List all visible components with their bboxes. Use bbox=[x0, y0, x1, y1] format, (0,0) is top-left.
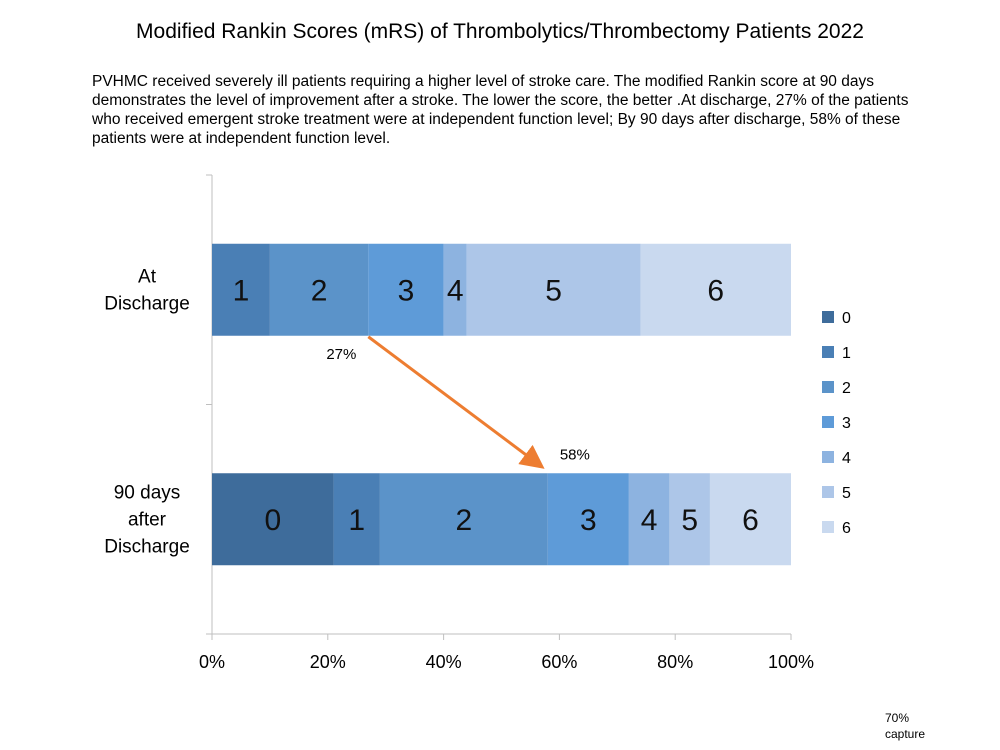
footnote: 70% capture bbox=[885, 710, 925, 742]
bar-segment bbox=[466, 243, 641, 336]
bar-segment bbox=[443, 243, 467, 336]
legend-label: 2 bbox=[842, 380, 851, 397]
bar-segment-label: 1 bbox=[233, 274, 250, 307]
bar-segment bbox=[669, 473, 710, 566]
legend-swatch bbox=[822, 521, 834, 533]
bar-segment-label: 4 bbox=[641, 504, 658, 537]
x-tick-label: 20% bbox=[310, 652, 346, 672]
x-tick-label: 60% bbox=[541, 652, 577, 672]
bar-segment bbox=[269, 243, 369, 336]
legend-label: 0 bbox=[842, 310, 851, 327]
bar-segment bbox=[333, 473, 380, 566]
category-label: At Discharge bbox=[104, 266, 190, 314]
bar-segment-label: 3 bbox=[398, 274, 415, 307]
legend-label: 5 bbox=[842, 485, 851, 502]
bar-segment bbox=[709, 473, 791, 566]
bar-segment-label: 2 bbox=[456, 504, 473, 537]
legend-swatch bbox=[822, 451, 834, 463]
bar-segment-label: 6 bbox=[707, 274, 724, 307]
chart-description: PVHMC received severely ill patients req… bbox=[92, 73, 909, 147]
category-label: 90 days after Discharge bbox=[104, 482, 190, 557]
legend-swatch bbox=[822, 381, 834, 393]
bar-segment bbox=[212, 243, 270, 336]
bar-segment bbox=[547, 473, 629, 566]
bar-segment-label: 0 bbox=[264, 504, 281, 537]
x-tick-label: 100% bbox=[768, 652, 814, 672]
x-tick-label: 0% bbox=[199, 652, 225, 672]
legend-label: 4 bbox=[842, 450, 851, 467]
bar-segment-label: 3 bbox=[580, 504, 597, 537]
bar-segment-label: 5 bbox=[545, 274, 562, 307]
x-tick-label: 40% bbox=[426, 652, 462, 672]
legend-swatch bbox=[822, 346, 834, 358]
annotation-arrow bbox=[367, 335, 545, 469]
legend-label: 6 bbox=[842, 520, 851, 537]
bar-segment bbox=[640, 243, 791, 336]
bar-segment-label: 1 bbox=[348, 504, 365, 537]
bar-segment bbox=[368, 243, 444, 336]
legend-label: 3 bbox=[842, 415, 851, 432]
annotation-label: 27% bbox=[326, 346, 356, 363]
legend-swatch bbox=[822, 416, 834, 428]
x-tick-label: 80% bbox=[657, 652, 693, 672]
legend-swatch bbox=[822, 311, 834, 323]
legend-label: 1 bbox=[842, 345, 851, 362]
bar-segment-label: 6 bbox=[742, 504, 759, 537]
bar-segment bbox=[379, 473, 548, 566]
footnote-line-1: 70% bbox=[885, 711, 910, 725]
chart-title: Modified Rankin Scores (mRS) of Thrombol… bbox=[136, 20, 864, 43]
bar-segment-label: 4 bbox=[447, 274, 464, 307]
legend-swatch bbox=[822, 486, 834, 498]
bar-segment-label: 2 bbox=[311, 274, 328, 307]
annotation-label: 58% bbox=[560, 446, 590, 463]
bar-segment bbox=[628, 473, 670, 566]
bar-segment bbox=[212, 473, 334, 566]
footnote-line-2: capture bbox=[885, 727, 926, 741]
bar-segment-label: 5 bbox=[681, 504, 698, 537]
